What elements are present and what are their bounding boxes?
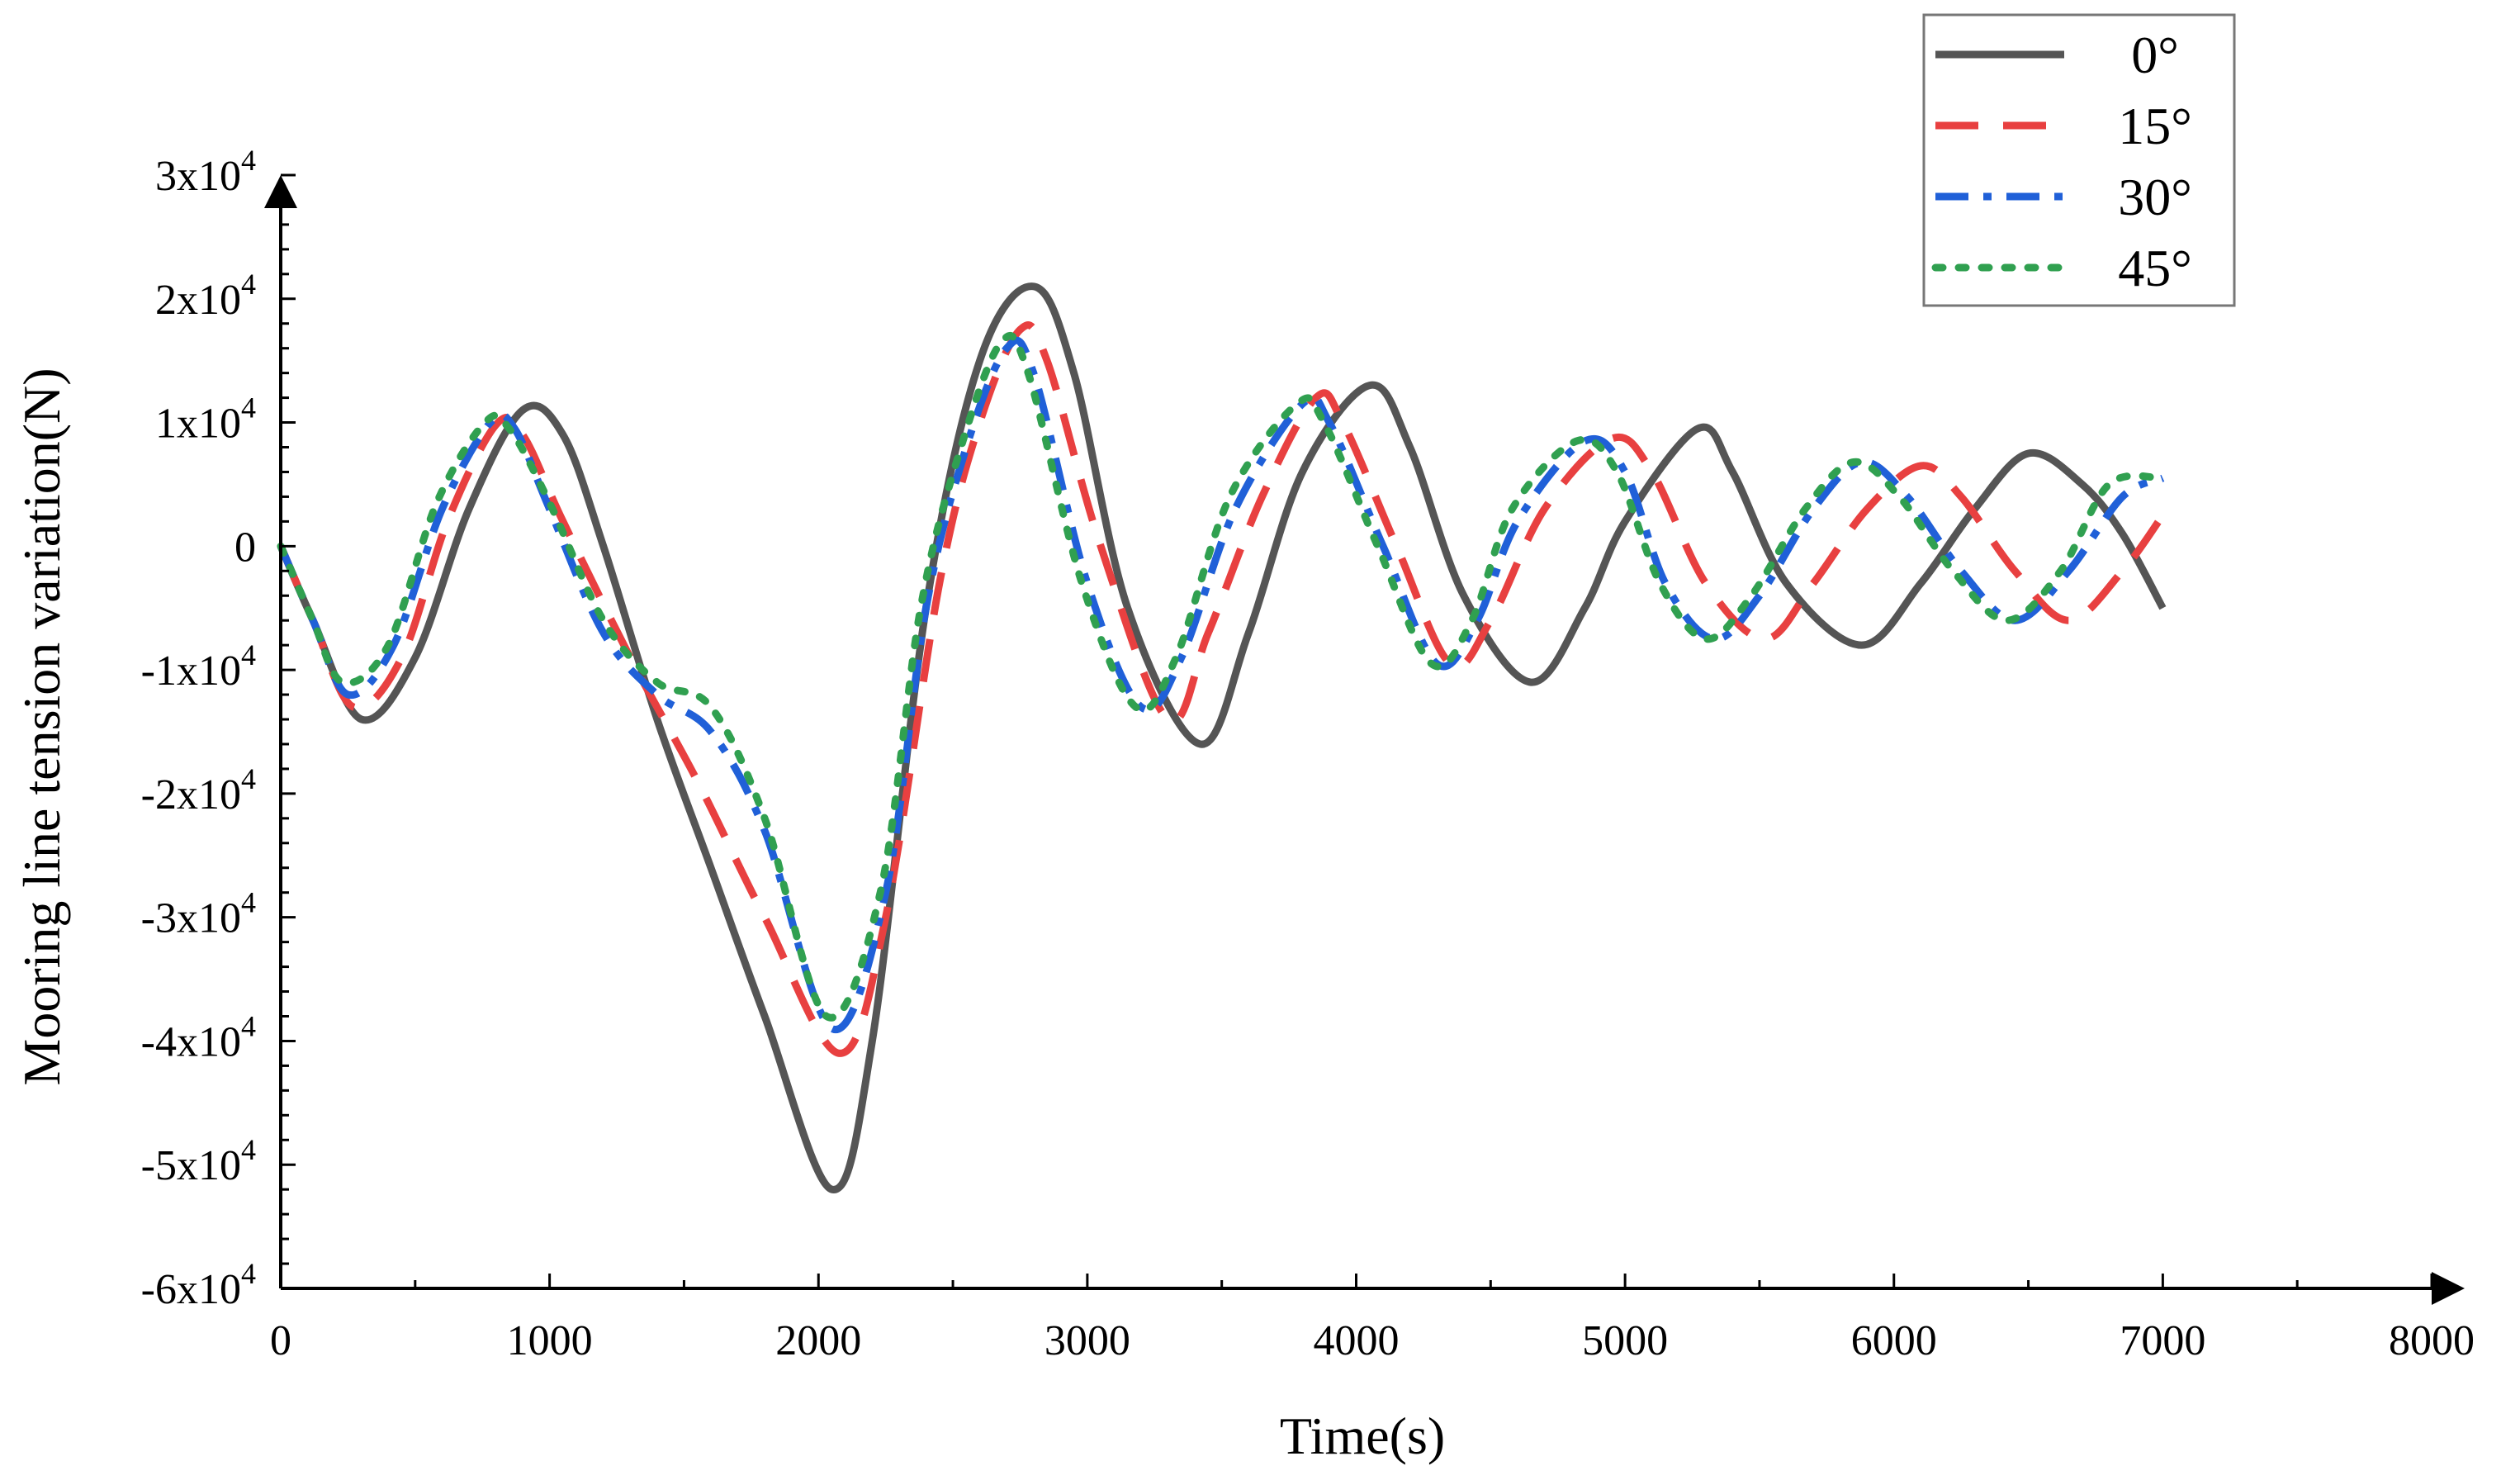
y-tick-label-7: 1x104 xyxy=(155,391,256,448)
x-tick-label-5: 5000 xyxy=(1582,1317,1668,1364)
x-tick-label-6: 6000 xyxy=(1851,1317,1937,1364)
y-tick-label-2: -4x104 xyxy=(141,1009,256,1065)
series-line-1 xyxy=(277,321,2167,1057)
legend-label-2: 30° xyxy=(2118,168,2192,226)
y-tick-label-5: -1x104 xyxy=(141,638,256,695)
x-axis-arrowhead xyxy=(2432,1272,2465,1305)
y-tick-label-8: 2x104 xyxy=(155,268,256,324)
x-tick-label-2: 2000 xyxy=(775,1317,861,1364)
y-tick-label-6: 0 xyxy=(234,524,256,571)
x-tick-label-0: 0 xyxy=(270,1317,291,1364)
series-line-3 xyxy=(277,331,2167,1022)
ticks: 0 1000 2000 3000 4000 5000 6000 7000 8000 -6x104 -… xyxy=(141,144,2475,1364)
y-tick-label-4: -2x104 xyxy=(141,762,256,818)
legend-label-3: 45° xyxy=(2118,239,2192,297)
series-line-0 xyxy=(277,282,2167,1193)
series-layer xyxy=(277,282,2167,1193)
x-tick-label-7: 7000 xyxy=(2120,1317,2205,1364)
y-tick-label-0: -6x104 xyxy=(141,1257,256,1313)
series-line-2 xyxy=(277,336,2165,1033)
x-tick-label-4: 4000 xyxy=(1314,1317,1400,1364)
x-tick-label-3: 3000 xyxy=(1044,1317,1130,1364)
x-tick-label-8: 8000 xyxy=(2389,1317,2475,1364)
legend: 0° 15° 30° 45° xyxy=(1922,13,2236,307)
y-axis-arrowhead xyxy=(264,175,297,208)
legend-label-0: 0° xyxy=(2131,26,2179,84)
axes xyxy=(264,175,2465,1305)
x-tick-label-1: 1000 xyxy=(507,1317,593,1364)
y-tick-label-3: -3x104 xyxy=(141,886,256,942)
x-axis-title: Time(s) xyxy=(1280,1406,1445,1465)
legend-box xyxy=(1922,13,2236,307)
y-axis-title: Mooring line tension variation(N) xyxy=(12,368,71,1085)
y-tick-label-1: -5x104 xyxy=(141,1133,256,1189)
y-tick-label-9: 3x104 xyxy=(155,144,256,200)
legend-label-1: 15° xyxy=(2118,97,2192,155)
